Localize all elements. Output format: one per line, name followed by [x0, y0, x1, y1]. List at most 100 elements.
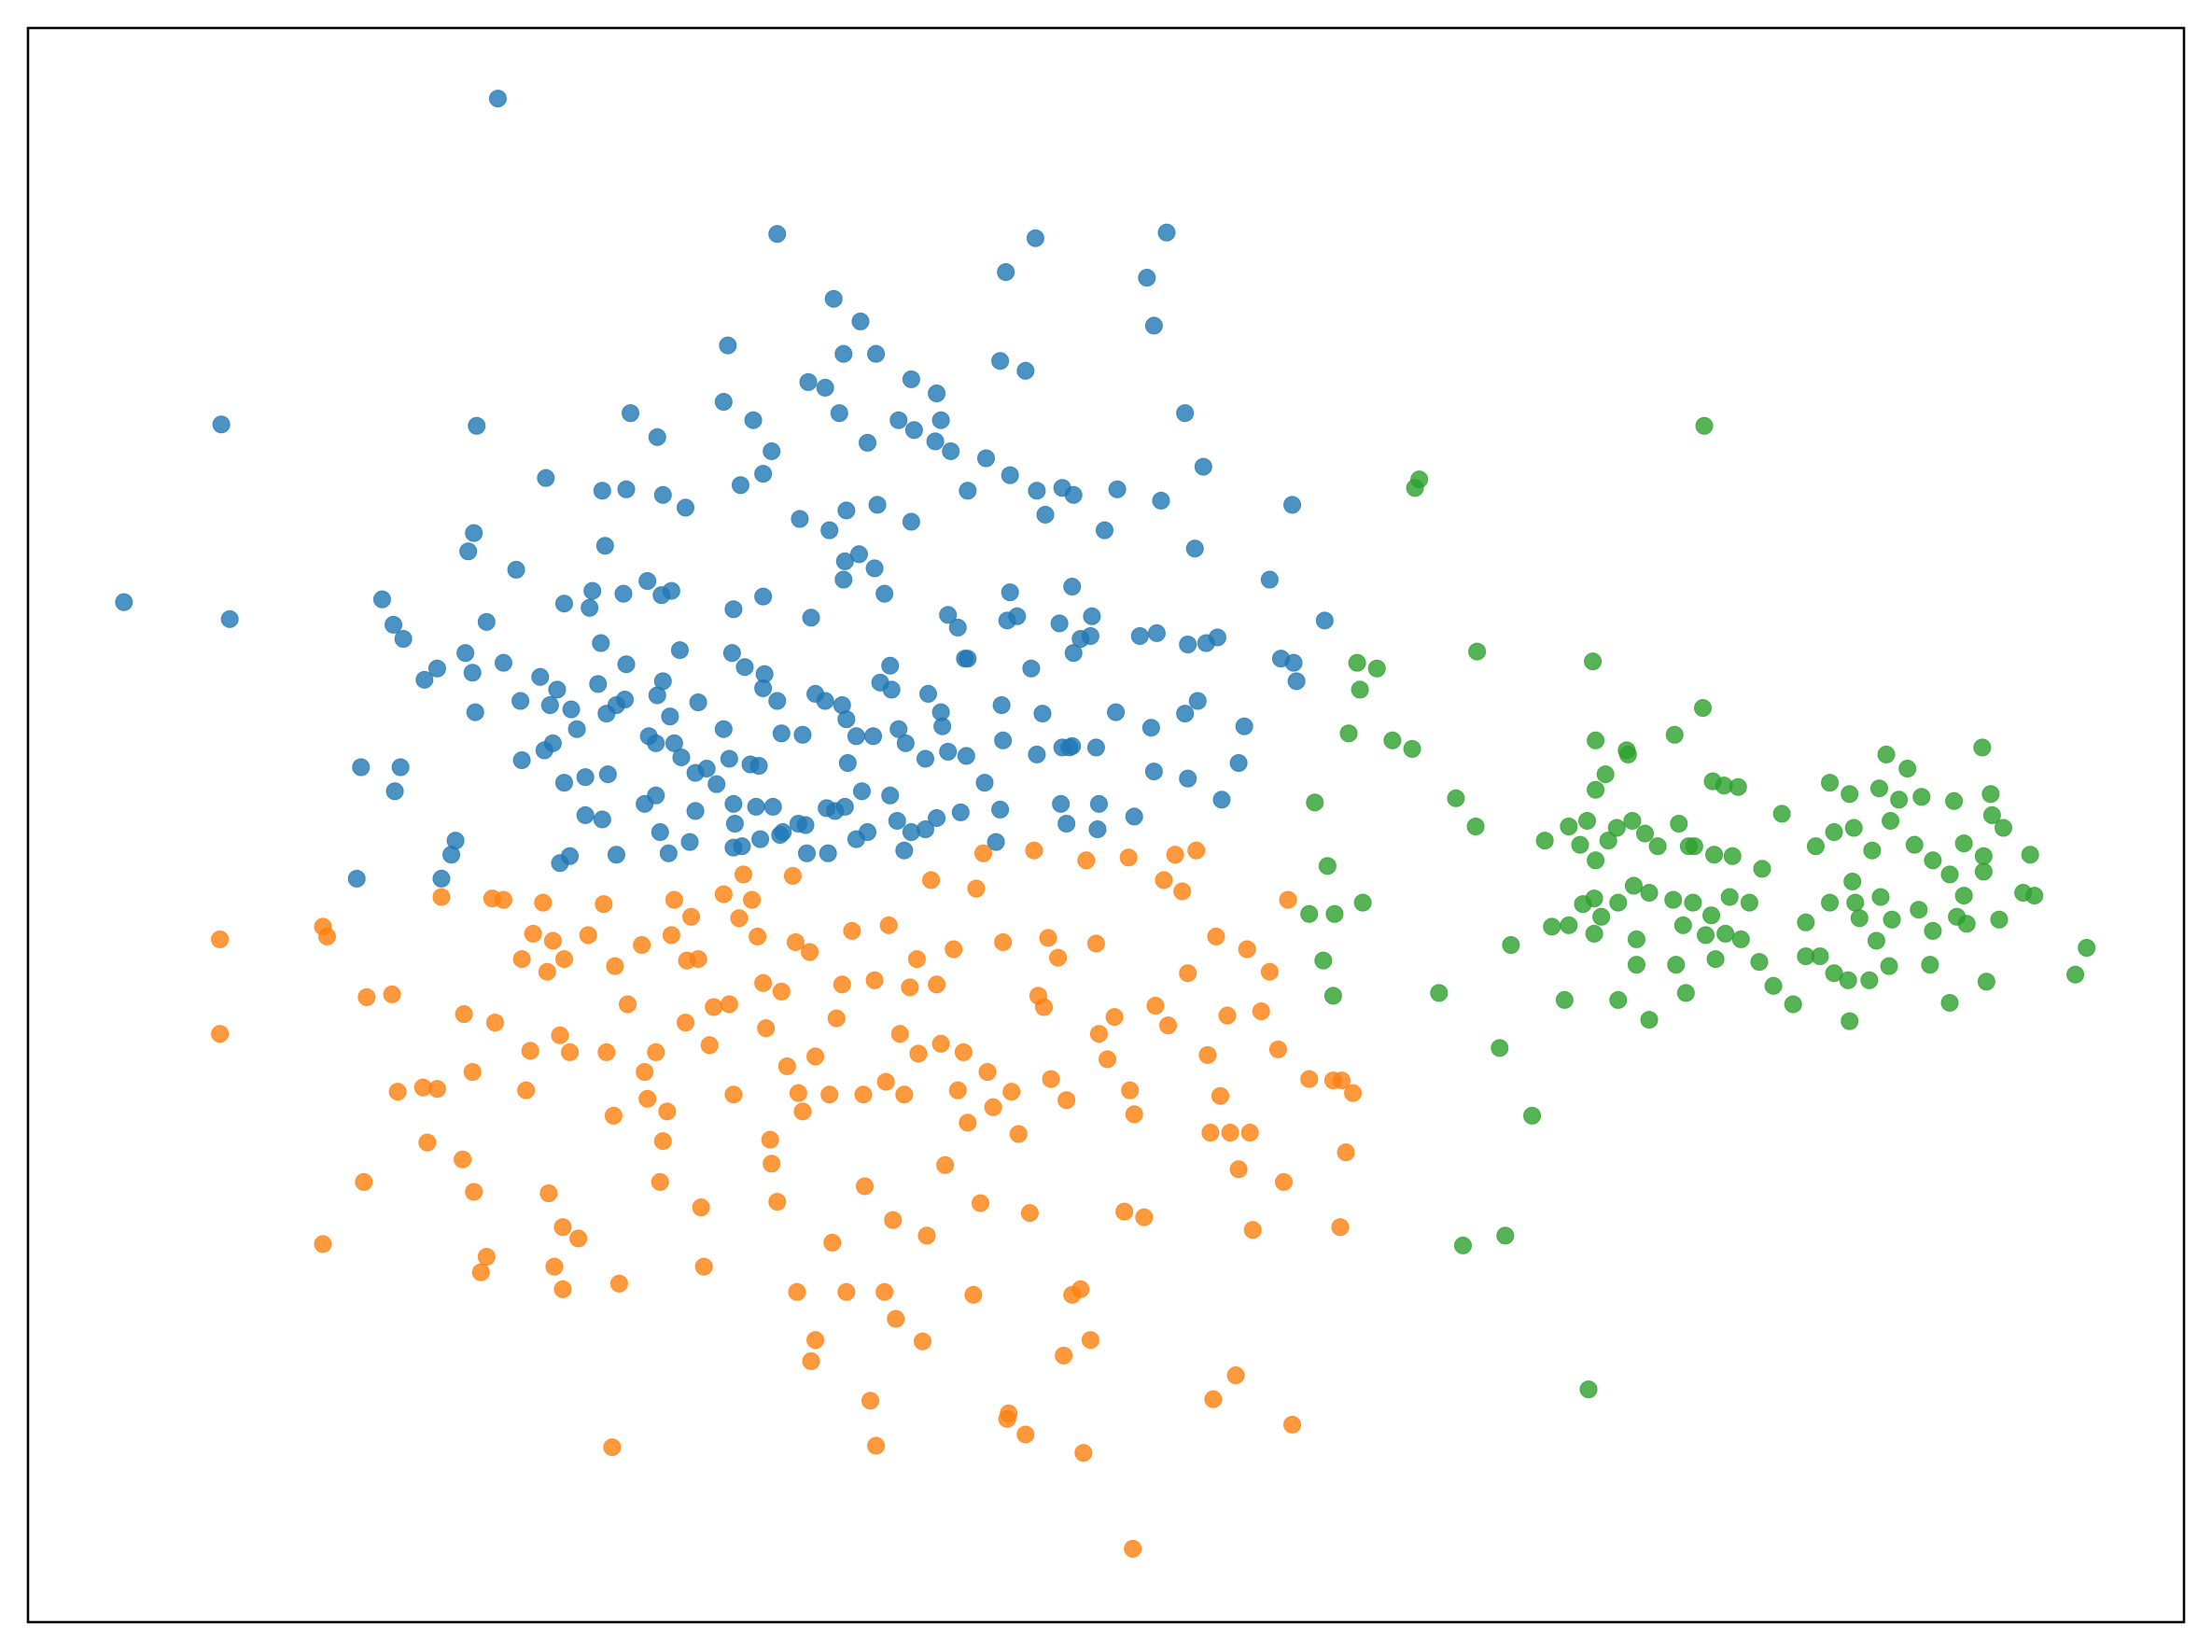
scatter-point — [1221, 1124, 1239, 1142]
scatter-point — [757, 1019, 776, 1038]
scatter-point — [1706, 950, 1725, 969]
scatter-point — [823, 1233, 842, 1252]
scatter-point — [352, 758, 371, 777]
scatter-point — [659, 844, 678, 862]
scatter-point — [931, 411, 950, 429]
scatter-point — [1089, 1025, 1108, 1043]
scatter-point — [1453, 1236, 1472, 1254]
scatter-point — [806, 684, 825, 703]
scatter-point — [902, 512, 920, 531]
scatter-point — [647, 1043, 665, 1061]
scatter-point — [1720, 888, 1739, 906]
scatter-point — [714, 885, 733, 903]
scatter-point — [1543, 917, 1561, 936]
scatter-point — [888, 811, 906, 830]
scatter-point — [524, 924, 542, 943]
scatter-point — [1060, 738, 1079, 757]
scatter-point — [768, 1193, 787, 1211]
scatter-point — [919, 684, 938, 703]
scatter-point — [1229, 753, 1248, 772]
scatter-point — [653, 485, 672, 504]
scatter-point — [593, 810, 611, 829]
scatter-point — [1839, 971, 1857, 989]
scatter-point — [1843, 872, 1862, 890]
scatter-point — [768, 225, 787, 244]
scatter-point — [211, 1025, 230, 1043]
scatter-point — [909, 1044, 928, 1063]
scatter-point — [868, 496, 887, 514]
scatter-point — [1173, 882, 1192, 901]
scatter-point — [1695, 416, 1714, 435]
scatter-point — [837, 1282, 856, 1301]
scatter-point — [1315, 611, 1334, 630]
scatter-point — [543, 931, 562, 950]
scatter-point — [834, 570, 853, 589]
scatter-point — [793, 725, 812, 744]
scatter-point — [1981, 785, 2000, 804]
scatter-point — [1179, 769, 1197, 788]
scatter-point — [1339, 724, 1358, 743]
scatter-point — [583, 581, 602, 600]
scatter-point — [1627, 930, 1645, 948]
scatter-point — [477, 1248, 496, 1267]
scatter-point — [724, 794, 743, 813]
scatter-point — [865, 559, 884, 578]
scatter-point — [1880, 957, 1898, 975]
scatter-point — [1337, 1143, 1355, 1162]
scatter-point — [617, 480, 636, 498]
scatter-point — [1974, 862, 1993, 881]
scatter-point — [648, 427, 666, 446]
scatter-point — [1912, 788, 1931, 806]
scatter-point — [1064, 644, 1083, 663]
scatter-point — [553, 1218, 572, 1237]
scatter-point — [548, 680, 567, 699]
scatter-point — [454, 1150, 472, 1169]
scatter-point — [1243, 1221, 1262, 1239]
scatter-point — [543, 734, 562, 752]
scatter-point — [1095, 521, 1113, 539]
scatter-point — [682, 907, 701, 926]
scatter-point — [1022, 659, 1041, 678]
scatter-point — [355, 1172, 373, 1191]
scatter-point — [793, 1102, 812, 1121]
scatter-point — [835, 552, 854, 570]
scatter-point — [562, 700, 581, 719]
scatter-point — [791, 510, 809, 528]
scatter-point — [593, 482, 611, 500]
scatter-point — [1676, 984, 1695, 1002]
scatter-point — [1883, 910, 1901, 929]
scatter-point — [1034, 998, 1053, 1016]
scatter-point — [1185, 539, 1204, 558]
scatter-point — [545, 1257, 564, 1276]
scatter-point — [984, 1098, 1002, 1116]
scatter-point — [534, 893, 553, 912]
scatter-point — [933, 717, 952, 735]
scatter-point — [971, 1194, 989, 1212]
scatter-point — [1020, 1204, 1039, 1223]
scatter-point — [1945, 791, 1964, 810]
scatter-point — [1640, 884, 1659, 903]
scatter-point — [1187, 841, 1206, 860]
scatter-point — [432, 888, 451, 906]
scatter-point — [1351, 680, 1369, 699]
scatter-point — [1028, 482, 1046, 500]
scatter-point — [1207, 927, 1225, 945]
scatter-point — [820, 521, 839, 539]
scatter-point — [1609, 990, 1628, 1009]
scatter-point — [1318, 857, 1337, 875]
scatter-point — [1841, 1012, 1859, 1030]
scatter-point — [689, 950, 707, 969]
scatter-point — [926, 432, 945, 451]
scatter-point — [854, 1085, 873, 1104]
scatter-point — [867, 1436, 886, 1455]
scatter-point — [1252, 1002, 1270, 1021]
scatter-point — [837, 710, 856, 729]
scatter-point — [876, 1072, 895, 1091]
scatter-point — [847, 727, 865, 746]
scatter-point — [1921, 956, 1939, 974]
scatter-point — [830, 404, 848, 423]
scatter-point — [1226, 1365, 1245, 1384]
scatter-point — [314, 1235, 332, 1253]
scatter-point — [676, 498, 694, 517]
scatter-point — [1197, 634, 1215, 652]
